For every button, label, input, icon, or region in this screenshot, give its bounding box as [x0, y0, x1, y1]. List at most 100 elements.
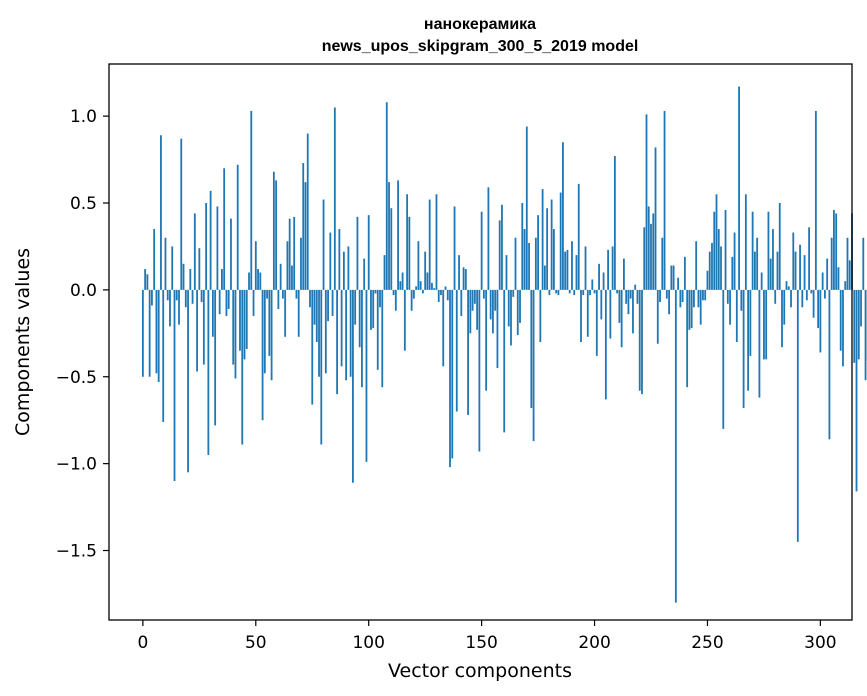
bar-215	[627, 289, 630, 315]
bar-280	[774, 289, 777, 304]
bar-257	[722, 289, 725, 429]
bar-249	[704, 289, 707, 301]
bar-88	[340, 289, 343, 367]
bar-86	[336, 289, 338, 395]
bar-16	[178, 289, 180, 325]
bar-14	[173, 289, 176, 481]
bar-176	[539, 289, 542, 343]
bar-21	[189, 269, 192, 290]
bar-98	[363, 258, 366, 290]
bar-123	[419, 281, 422, 290]
bar-124	[422, 289, 424, 294]
bar-284	[783, 289, 786, 325]
bar-283	[781, 289, 783, 348]
bar-201	[595, 289, 598, 356]
bar-133	[442, 289, 445, 367]
bar-304	[828, 289, 831, 440]
bar-154	[489, 289, 492, 320]
bar-275	[763, 289, 765, 360]
bar-66	[291, 265, 293, 290]
bar-159	[501, 204, 503, 290]
x-tick-label: 0	[137, 633, 148, 653]
bar-252	[711, 242, 713, 290]
bar-15	[175, 289, 178, 301]
bar-104	[376, 289, 379, 370]
x-tick-label: 150	[465, 633, 497, 653]
bar-184	[557, 289, 560, 296]
bar-10	[164, 237, 167, 290]
bar-52	[259, 272, 262, 290]
bar-278	[769, 258, 772, 290]
bar-150	[480, 211, 483, 290]
bar-44	[241, 289, 244, 445]
bar-282	[778, 203, 781, 290]
bar-259	[726, 289, 729, 304]
bar-318	[860, 289, 862, 327]
bar-163	[510, 289, 512, 346]
bar-309	[839, 289, 842, 351]
bar-106	[381, 289, 384, 388]
bar-161	[505, 255, 508, 290]
bar-264	[738, 86, 740, 290]
bar-122	[417, 241, 420, 290]
bar-189	[568, 289, 571, 294]
bar-23	[193, 213, 196, 290]
bar-100	[367, 215, 370, 290]
bar-237	[677, 277, 680, 290]
bar-129	[433, 288, 436, 290]
bar-292	[801, 289, 804, 308]
bar-0	[141, 289, 144, 377]
bar-41	[234, 289, 237, 379]
bar-173	[532, 289, 535, 442]
bar-185	[559, 192, 562, 290]
bar-142	[462, 267, 465, 290]
bar-48	[250, 110, 253, 290]
x-tick-label: 300	[804, 633, 836, 653]
bar-205	[604, 289, 607, 400]
bar-206	[607, 249, 609, 290]
bar-136	[449, 289, 451, 468]
bar-288	[792, 232, 795, 290]
plot-frame	[108, 63, 853, 621]
bar-109	[388, 182, 390, 290]
bar-127	[428, 199, 431, 290]
bar-30	[209, 190, 212, 290]
bar-268	[747, 289, 750, 391]
bar-226	[652, 213, 655, 290]
bar-217	[632, 289, 634, 334]
bar-74	[309, 289, 311, 308]
bar-94	[354, 289, 357, 325]
y-tick-label: 1.0	[70, 107, 97, 127]
bar-285	[785, 281, 788, 290]
bar-220	[638, 289, 641, 391]
bar-57	[270, 289, 273, 381]
bar-63	[284, 289, 287, 337]
bar-156	[494, 289, 497, 311]
bar-72	[304, 182, 307, 290]
bar-319	[862, 237, 865, 290]
bar-267	[744, 194, 747, 290]
bar-84	[331, 289, 334, 316]
bar-172	[530, 289, 533, 409]
bar-164	[512, 289, 515, 297]
bar-320	[864, 289, 867, 381]
bar-148	[476, 289, 479, 330]
bar-138	[453, 206, 456, 290]
bar-307	[835, 213, 838, 290]
bar-33	[216, 206, 219, 290]
y-tick-label: 0.0	[70, 281, 97, 301]
bar-121	[415, 286, 418, 290]
bar-92	[349, 289, 352, 377]
bar-103	[374, 289, 377, 294]
bar-64	[286, 241, 289, 290]
bar-126	[426, 272, 429, 290]
bar-113	[397, 180, 399, 290]
bar-158	[498, 220, 501, 290]
bar-38	[227, 289, 230, 309]
bar-192	[575, 255, 578, 290]
bar-157	[496, 289, 499, 369]
bar-177	[541, 189, 544, 290]
bar-140	[458, 255, 460, 290]
bar-239	[681, 289, 684, 303]
